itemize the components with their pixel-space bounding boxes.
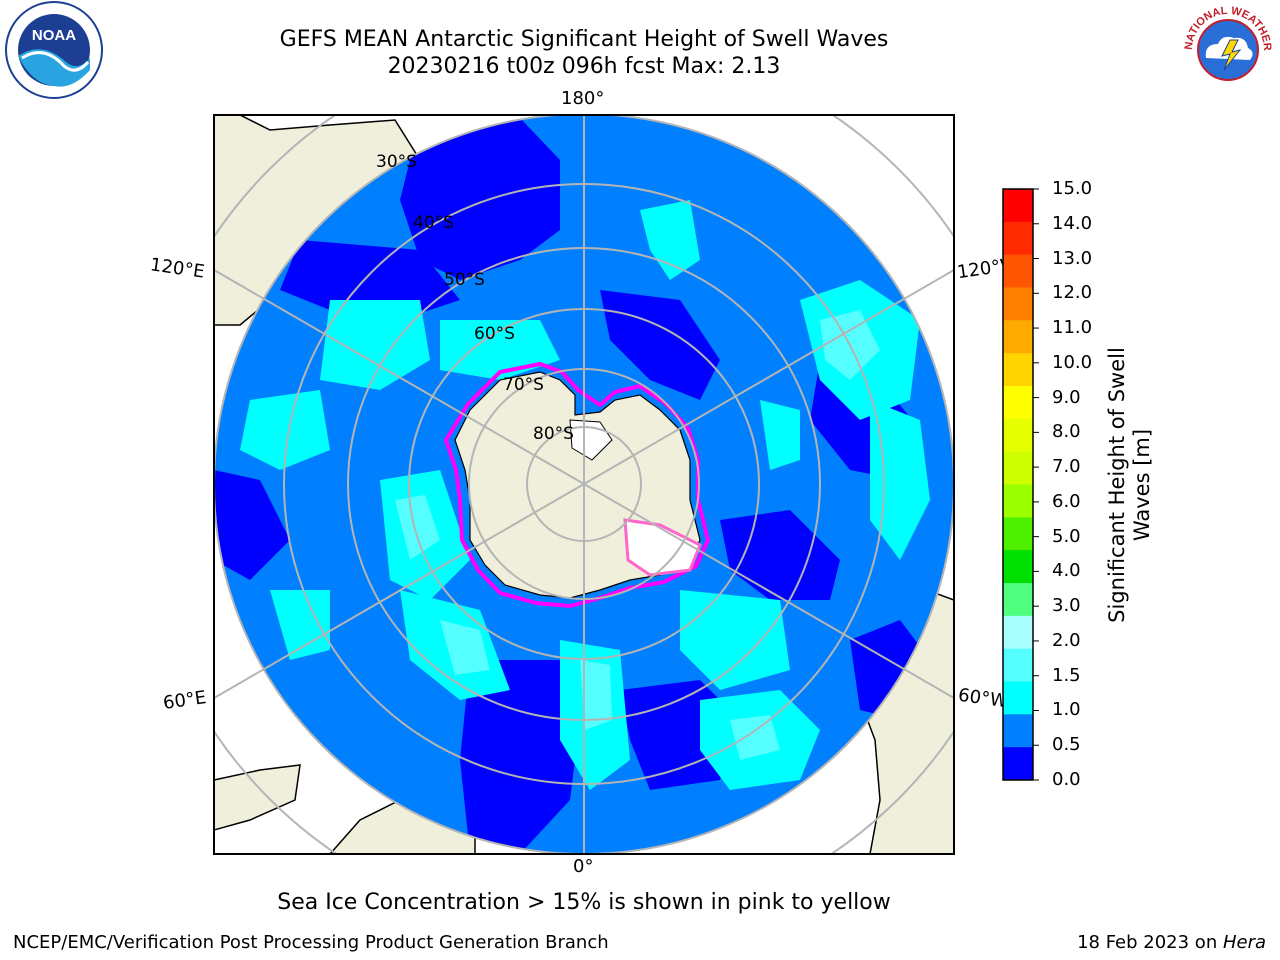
colorbar-tick-label: 0.0 (1052, 769, 1081, 790)
footer-credit: NCEP/EMC/Verification Post Processing Pr… (13, 932, 609, 953)
colorbar-tick-label: 14.0 (1052, 212, 1093, 234)
colorbar-tick-label: 3.0 (1052, 595, 1081, 617)
colorbar-tick-label: 12.0 (1052, 282, 1093, 304)
colorbar-tick-label: 7.0 (1052, 456, 1081, 478)
colorbar-tick-label: 0.5 (1052, 734, 1081, 756)
lon-label-180: 180° (561, 88, 605, 109)
footer-host: Hera (1222, 932, 1266, 953)
swell-low-regions (214, 118, 930, 854)
colorbar-tick-label: 2.0 (1052, 629, 1081, 651)
nws-logo: NATIONAL WEATHER SERVICE (1178, 0, 1275, 97)
colorbar-tick-label: 8.0 (1052, 421, 1081, 443)
lat-label-30s: 30°S (376, 152, 417, 172)
colorbar-tick-label: 1.0 (1052, 699, 1081, 721)
colorbar-tick-label: 4.0 (1052, 560, 1081, 582)
colorbar-tick-label: 15.0 (1052, 178, 1093, 199)
lat-label-70s: 70°S (503, 375, 544, 395)
map-frame (213, 114, 955, 855)
lat-label-60s: 60°S (474, 324, 515, 344)
colorbar-tick-label: 5.0 (1052, 525, 1081, 547)
lat-label-80s: 80°S (533, 424, 574, 444)
chart-subtitle: 20230216 t00z 096h fcst Max: 2.13 (387, 54, 781, 79)
lat-label-40s: 40°S (413, 213, 454, 233)
chart-title: GEFS MEAN Antarctic Significant Height o… (279, 27, 889, 52)
noaa-logo-text: NOAA (32, 27, 76, 44)
colorbar-tick-label: 11.0 (1052, 317, 1093, 339)
colorbar-tick-label: 1.5 (1052, 664, 1081, 686)
noaa-logo: NOAA (5, 1, 103, 99)
colorbar-label: Significant Height of Swell Waves [m] (1105, 347, 1154, 623)
footer-date: 18 Feb 2023 on Hera (1077, 932, 1266, 953)
colorbar-tick-label: 9.0 (1052, 386, 1081, 408)
graticule (214, 115, 954, 854)
footer-date-text: 18 Feb 2023 on (1077, 932, 1223, 953)
colorbar-tick-label: 10.0 (1052, 351, 1093, 373)
colorbar-tick-label: 13.0 (1052, 247, 1093, 269)
sea-ice-caption: Sea Ice Concentration > 15% is shown in … (277, 890, 891, 915)
lat-label-50s: 50°S (444, 270, 485, 290)
colorbar-tick-label: 6.0 (1052, 490, 1081, 512)
weddell-ice (623, 518, 702, 577)
lon-label-0: 0° (573, 856, 594, 877)
